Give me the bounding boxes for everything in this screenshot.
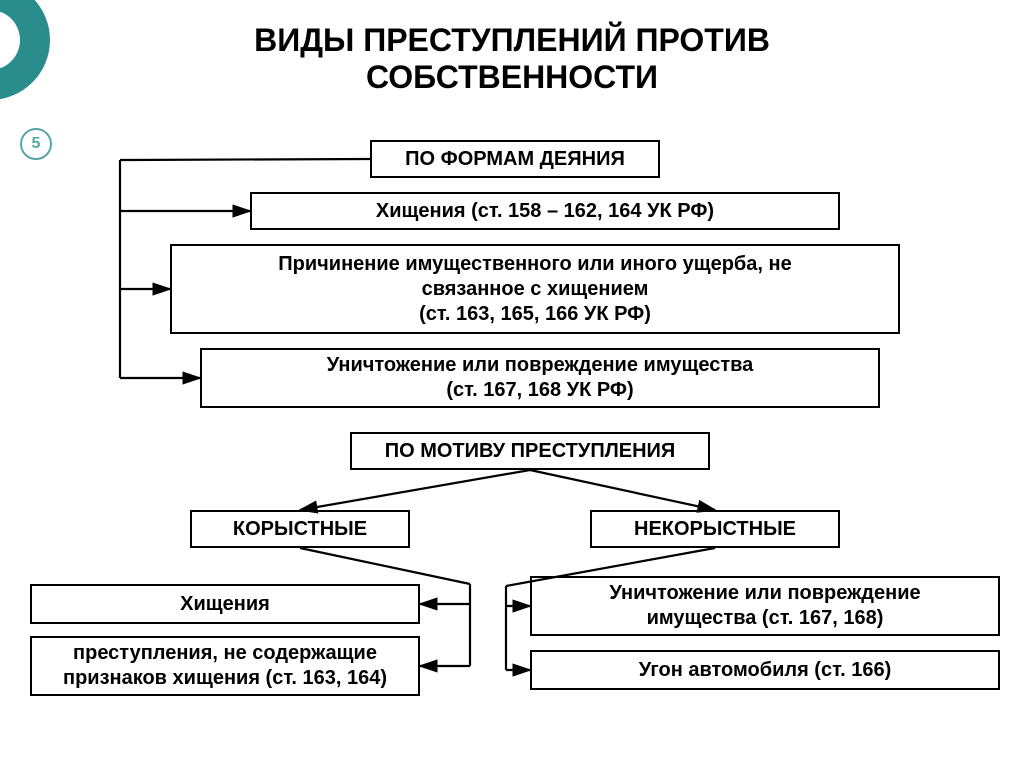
slide-number-badge: 5 xyxy=(20,128,52,160)
section1-item-2: Причинение имущественного или иного ущер… xyxy=(170,244,900,334)
section1-item-3: Уничтожение или повреждение имущества(ст… xyxy=(200,348,880,408)
section1-header: ПО ФОРМАМ ДЕЯНИЯ xyxy=(370,140,660,178)
section2-header: ПО МОТИВУ ПРЕСТУПЛЕНИЯ xyxy=(350,432,710,470)
section2-right-label: НЕКОРЫСТНЫЕ xyxy=(590,510,840,548)
section2-right-item-2: Угон автомобиля (ст. 166) xyxy=(530,650,1000,690)
section2-left-item-1: Хищения xyxy=(30,584,420,624)
section1-item-1: Хищения (ст. 158 – 162, 164 УК РФ) xyxy=(250,192,840,230)
slide-number: 5 xyxy=(32,135,41,153)
section2-left-label: КОРЫСТНЫЕ xyxy=(190,510,410,548)
section2-right-item-1: Уничтожение или повреждениеимущества (ст… xyxy=(530,576,1000,636)
page-title: ВИДЫ ПРЕСТУПЛЕНИЙ ПРОТИВСОБСТВЕННОСТИ xyxy=(0,22,1024,96)
section2-left-item-2: преступления, не содержащиепризнаков хищ… xyxy=(30,636,420,696)
